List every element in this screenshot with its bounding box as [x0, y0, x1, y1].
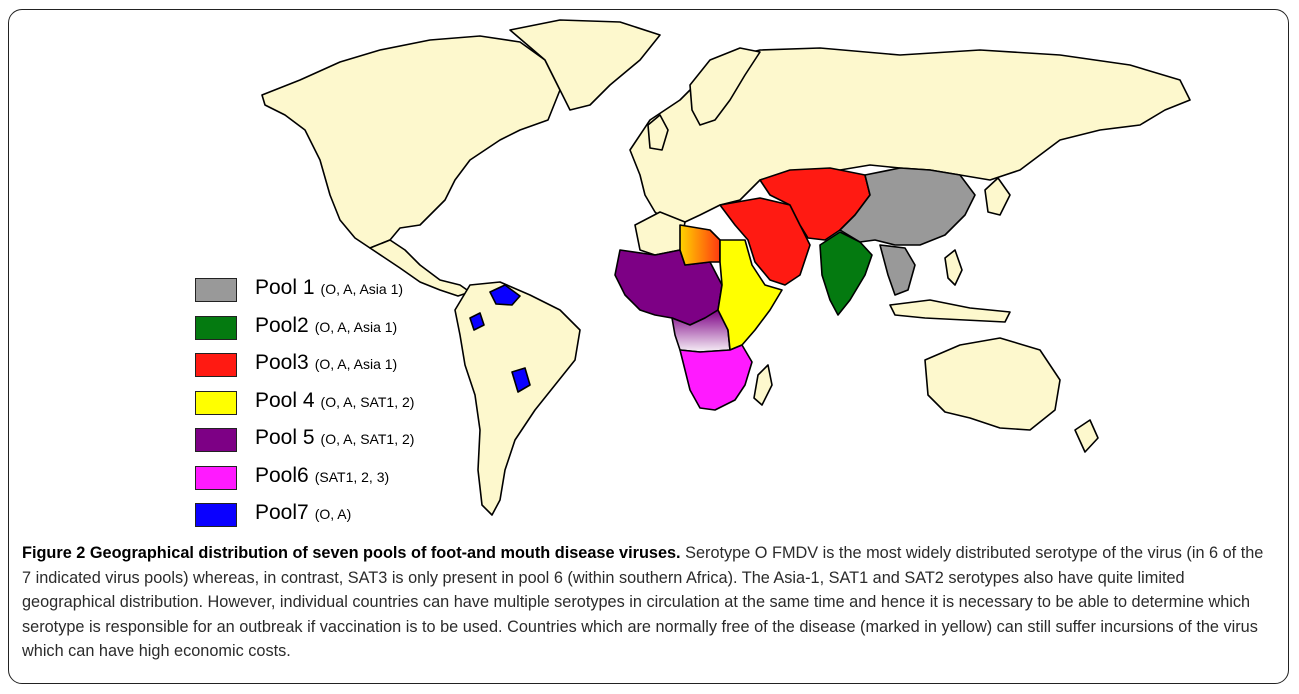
legend-label: Pool 4 (O, A, SAT1, 2) — [255, 389, 414, 413]
region-pool7-venezuela — [489, 284, 521, 306]
legend-serotypes: (O, A, SAT1, 2) — [320, 393, 415, 410]
legend-swatch — [195, 428, 237, 452]
legend-swatch — [195, 390, 237, 415]
legend-serotypes: (SAT1, 2, 3) — [314, 468, 390, 485]
region-north-america — [261, 35, 561, 249]
region-pool2-india — [819, 231, 873, 316]
region-madagascar — [753, 364, 773, 406]
legend-swatch — [195, 315, 237, 340]
legend-serotypes: (O, A, SAT1, 2) — [320, 431, 415, 447]
region-pool3-middle-east — [719, 197, 811, 286]
region-indonesia — [889, 299, 1011, 323]
legend-pool-name: Pool2 — [255, 313, 309, 337]
legend-pool-name: Pool6 — [255, 463, 309, 487]
legend-label: Pool 5 (O, A, SAT1, 2) — [255, 426, 414, 450]
legend-label: Pool2 (O, A, Asia 1) — [255, 314, 397, 338]
region-eurasia-free — [629, 47, 1191, 226]
legend-serotypes: (O, A) — [314, 506, 352, 522]
region-australia — [924, 337, 1061, 431]
legend-label: Pool7 (O, A) — [255, 501, 351, 525]
region-pool6-southern-africa — [679, 344, 753, 411]
region-pool7-paraguay — [511, 367, 531, 393]
world-map — [261, 19, 1191, 516]
legend-serotypes: (O, A, Asia 1) — [314, 318, 398, 335]
region-new-zealand — [1074, 419, 1099, 453]
region-south-america — [454, 281, 581, 516]
region-pool4-egypt — [679, 224, 721, 266]
region-pool7-ecuador — [469, 312, 485, 331]
region-pool1-se-asia — [879, 244, 916, 296]
legend-pool-name: Pool7 — [255, 501, 309, 524]
region-pool1-china — [839, 167, 976, 246]
legend-label: Pool3 (O, A, Asia 1) — [255, 351, 397, 375]
legend-swatch — [195, 278, 237, 302]
legend-swatch — [195, 465, 237, 490]
region-uk — [647, 114, 669, 151]
legend-serotypes: (O, A, Asia 1) — [314, 356, 398, 372]
caption-title: Figure 2 Geographical distribution of se… — [22, 544, 681, 562]
legend-pool-name: Pool3 — [255, 351, 309, 374]
region-scandinavia — [689, 47, 761, 126]
region-pool4-east-africa — [717, 239, 783, 351]
legend-pool-name: Pool 5 — [255, 426, 315, 449]
legend-pool-name: Pool 1 — [255, 276, 315, 299]
region-greenland — [509, 19, 661, 111]
legend-pool-name: Pool 4 — [255, 388, 315, 412]
region-north-africa-free — [634, 211, 686, 256]
region-philippines — [944, 249, 963, 286]
region-japan — [984, 177, 1011, 216]
legend-swatch — [195, 503, 237, 527]
legend-label: Pool6 (SAT1, 2, 3) — [255, 464, 389, 488]
caption-body: Serotype O FMDV is the most widely distr… — [22, 544, 1264, 661]
legend-label: Pool 1 (O, A, Asia 1) — [255, 276, 403, 300]
legend-serotypes: (O, A, Asia 1) — [320, 281, 404, 297]
legend-swatch — [195, 353, 237, 377]
figure-caption: Figure 2 Geographical distribution of se… — [22, 541, 1272, 664]
